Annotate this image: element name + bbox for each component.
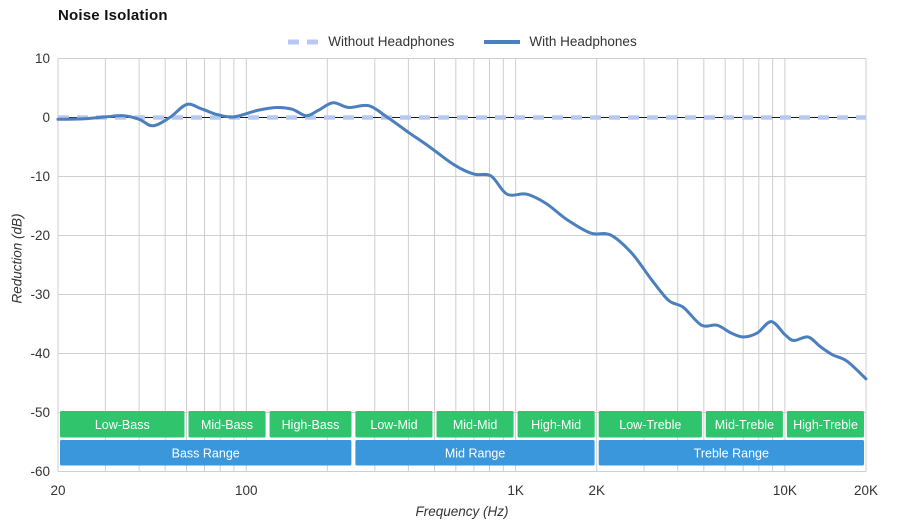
- treble-range-band: [598, 440, 864, 466]
- mid-bass-band-label: Mid-Bass: [201, 418, 253, 432]
- y-tick-label: -40: [30, 346, 50, 361]
- x-tick-label: 2K: [588, 483, 605, 498]
- high-mid-band: [517, 411, 595, 438]
- mid-treble-band-label: Mid-Treble: [715, 418, 774, 432]
- y-tick-label: -10: [30, 169, 50, 184]
- mid-treble-band: [705, 411, 783, 438]
- low-treble-band: [598, 411, 702, 438]
- mid-range-band-label: Mid Range: [445, 446, 505, 460]
- legend-swatch-dashed-icon: [288, 39, 319, 44]
- series-with-headphones: [56, 101, 868, 381]
- high-mid-band-label: High-Mid: [531, 418, 581, 432]
- mid-bass-band: [188, 411, 266, 438]
- chart-title: Noise Isolation: [58, 7, 168, 24]
- x-tick-label: 100: [235, 483, 258, 498]
- y-tick-label: 0: [42, 110, 50, 125]
- treble-range-band-label: Treble Range: [694, 446, 769, 460]
- low-mid-band-label: Low-Mid: [370, 418, 417, 432]
- y-tick-label: -50: [30, 405, 50, 420]
- x-axis-title: Frequency (Hz): [415, 504, 509, 519]
- high-treble-band-label: High-Treble: [793, 418, 858, 432]
- y-axis-title: Reduction (dB): [9, 213, 25, 304]
- x-tick-label: 1K: [507, 483, 524, 498]
- legend-label-with-headphones: With Headphones: [529, 34, 637, 49]
- low-bass-band: [60, 411, 185, 438]
- high-treble-band: [786, 411, 864, 438]
- mid-range-band: [355, 440, 595, 466]
- mid-mid-band-label: Mid-Mid: [453, 418, 497, 432]
- y-tick-label: 10: [35, 51, 50, 66]
- legend-swatch-solid-icon: [484, 39, 521, 44]
- legend-item-with-headphones: With Headphones: [484, 34, 637, 49]
- y-tick-label: -30: [30, 287, 50, 302]
- high-bass-band-label: High-Bass: [282, 418, 340, 432]
- x-tick-label: 20K: [854, 483, 878, 498]
- legend-item-without-headphones: Without Headphones: [287, 34, 454, 49]
- x-tick-label: 10K: [773, 483, 797, 498]
- bass-range-band: [60, 440, 352, 466]
- x-tick-label: 20: [50, 483, 65, 498]
- y-tick-label: -60: [30, 464, 50, 479]
- bass-range-band-label: Bass Range: [172, 446, 240, 460]
- low-mid-band: [355, 411, 433, 438]
- legend-label-without-headphones: Without Headphones: [328, 34, 455, 49]
- low-treble-band-label: Low-Treble: [619, 418, 681, 432]
- mid-mid-band: [436, 411, 514, 438]
- low-bass-band-label: Low-Bass: [95, 418, 150, 432]
- legend: Without Headphones With Headphones: [58, 34, 866, 49]
- y-tick-label: -20: [30, 228, 50, 243]
- high-bass-band: [269, 411, 352, 438]
